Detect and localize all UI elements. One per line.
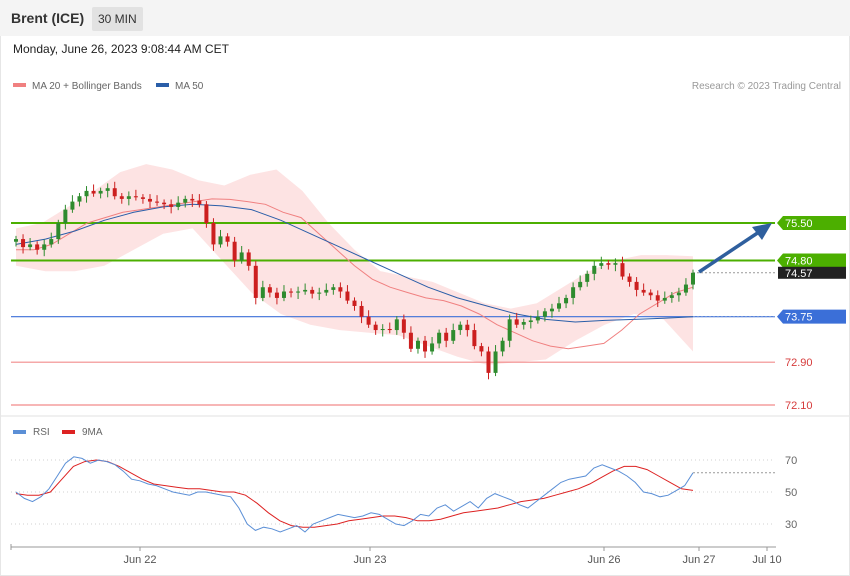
ma50-swatch xyxy=(156,83,169,88)
copyright: Research © 2023 Trading Central xyxy=(691,81,841,92)
legend-ma50-label: MA 50 xyxy=(175,81,204,92)
instrument-title: Brent (ICE) xyxy=(11,10,85,26)
timeframe-badge[interactable]: 30 MIN xyxy=(92,7,143,31)
legend-ma50: MA 50 xyxy=(156,81,203,92)
legend-ma20: MA 20 + Bollinger Bands xyxy=(13,81,142,92)
ma20-swatch xyxy=(13,83,26,88)
timestamp: Monday, June 26, 2023 9:08:44 AM CET xyxy=(13,42,229,56)
legend-ma20-label: MA 20 + Bollinger Bands xyxy=(32,81,142,92)
chart-header: Brent (ICE) 30 MIN xyxy=(0,0,850,36)
